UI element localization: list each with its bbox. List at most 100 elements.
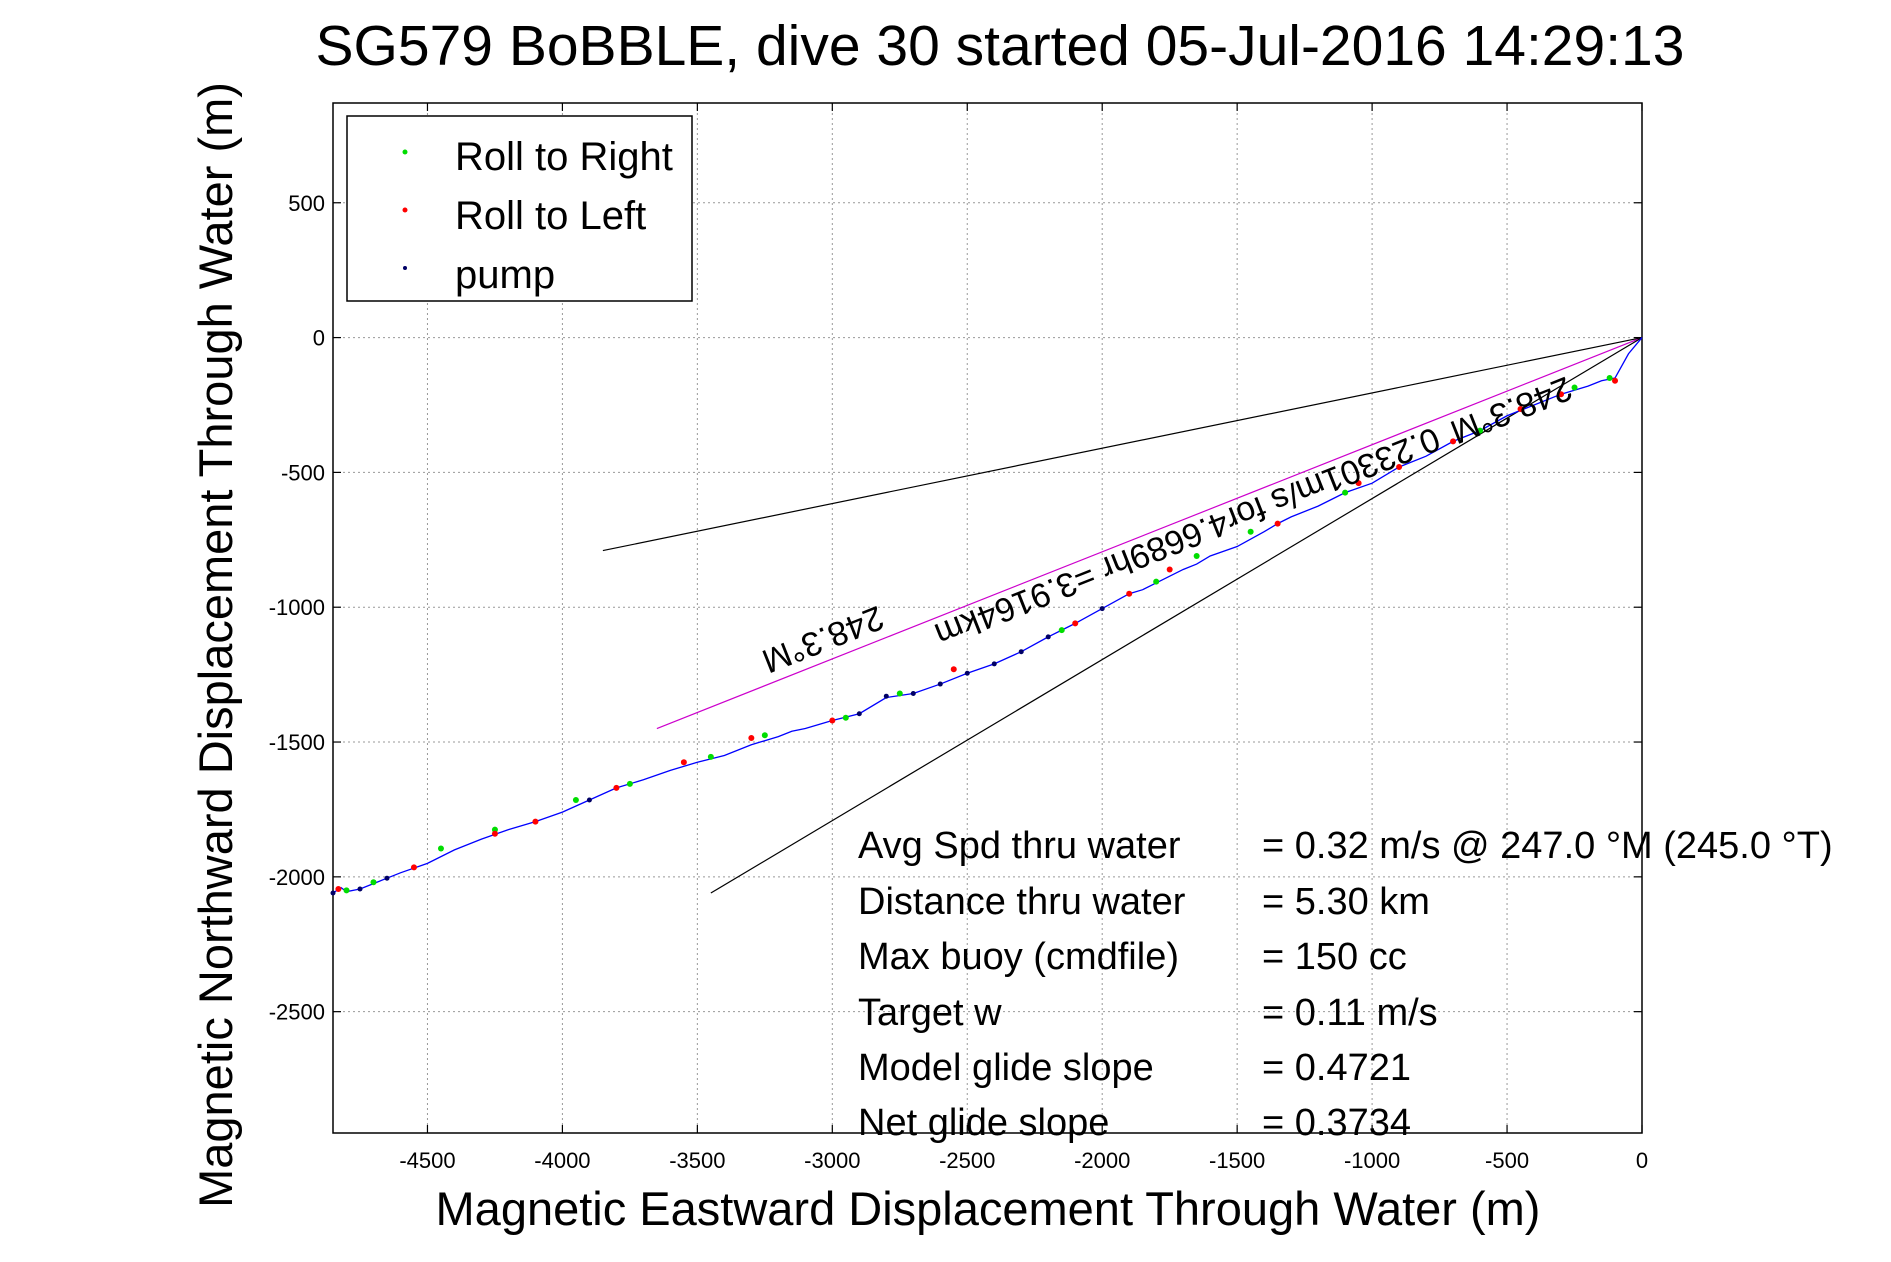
roll-left-point <box>1517 406 1524 413</box>
reference-lines <box>602 336 1643 894</box>
roll-left-point <box>1612 377 1619 384</box>
plot-frame <box>332 102 1643 1134</box>
roll-left-point <box>335 885 342 892</box>
legend-marker-roll-left <box>402 207 408 213</box>
roll-right-point <box>896 690 903 697</box>
stat-value-net-glide-slope: = 0.3734 <box>1262 1102 1411 1144</box>
roll-left-point <box>1558 391 1565 398</box>
roll-right-point <box>1606 375 1613 382</box>
roll-right-point <box>437 845 444 852</box>
x-tick-label: -3500 <box>669 1148 725 1173</box>
x-tick-label: -4500 <box>399 1148 455 1173</box>
roll-left-point <box>748 734 755 741</box>
pump-point <box>1018 649 1024 655</box>
y-tick-label: -500 <box>281 460 325 485</box>
roll-left-point <box>1274 520 1281 527</box>
legend-label-roll-right: Roll to Right <box>455 135 673 179</box>
x-tick-label: -1000 <box>1344 1148 1400 1173</box>
roll-right-point <box>370 879 377 886</box>
stat-value-max-buoy: = 150 cc <box>1262 936 1407 978</box>
roll-left-point <box>1166 566 1173 573</box>
y-tick-label: 500 <box>288 191 325 216</box>
roll-left-point <box>491 830 498 837</box>
x-tick-label: -4000 <box>534 1148 590 1173</box>
roll-right-point <box>1247 528 1254 535</box>
y-tick-label: -1500 <box>269 730 325 755</box>
y-tick-label: -1000 <box>269 595 325 620</box>
annotation-3: 248.3°M <box>1445 369 1577 451</box>
roll-right-point <box>1058 627 1065 634</box>
roll-right-point <box>761 732 768 739</box>
stat-label-avg-speed: Avg Spd thru water <box>858 825 1181 867</box>
pump-point <box>856 711 862 717</box>
stat-label-net-glide-slope: Net glide slope <box>858 1102 1109 1144</box>
roll-left-point <box>950 666 957 673</box>
x-axis-label: Magnetic Eastward Displacement Through W… <box>436 1182 1541 1235</box>
legend-label-pump: pump <box>455 253 555 297</box>
legend-label-roll-left: Roll to Left <box>455 194 646 238</box>
y-tick-label: 0 <box>313 326 325 351</box>
y-tick-label: -2000 <box>269 865 325 890</box>
roll-left-point <box>1396 464 1403 471</box>
stat-label-target-w: Target w <box>858 992 1002 1034</box>
pump-point <box>937 681 943 687</box>
legend-marker-pump <box>403 266 407 270</box>
x-tick-label: -500 <box>1485 1148 1529 1173</box>
roll-right-point <box>572 797 579 804</box>
stat-value-distance: = 5.30 km <box>1262 881 1430 923</box>
pump-point <box>330 890 336 896</box>
roll-right-point <box>343 887 350 894</box>
reference-line-1 <box>656 337 1643 730</box>
reference-line-2 <box>602 336 1643 552</box>
annotation-1: 248.3°M <box>757 598 889 680</box>
x-tick-label: 0 <box>1636 1148 1648 1173</box>
pump-point <box>384 875 390 881</box>
x-axis-ticks: -4500 -4000 -3500 -3000 -2500 -2000 -1500 -1000… <box>399 103 1648 1173</box>
roll-left-point <box>829 717 836 724</box>
pump-point <box>1099 606 1105 612</box>
roll-right-point <box>1342 489 1349 496</box>
chart-title: SG579 BoBBLE, dive 30 started 05-Jul-201… <box>316 14 1685 78</box>
stat-value-target-w: = 0.11 m/s <box>1262 992 1438 1034</box>
stats-panel: Avg Spd thru water = 0.32 m/s @ 247.0 °M… <box>858 825 1833 1144</box>
pump-point <box>1045 634 1051 640</box>
legend: Roll to Right Roll to Left pump <box>346 115 693 302</box>
pump-point <box>964 670 970 676</box>
roll-left-point <box>613 784 620 791</box>
roll-left-point <box>532 818 539 825</box>
roll-left-point <box>1450 438 1457 445</box>
annotations: 248.3°M 0.23301m/s for4.6689hr =3.9164km2… <box>757 369 1577 680</box>
y-axis-label: Magnetic Northward Displacement Through … <box>189 82 242 1208</box>
roll-right-point <box>1193 552 1200 559</box>
pump-point <box>883 693 889 699</box>
pump-point <box>910 690 916 696</box>
annotation-2: 0.23301m/s for4.6689hr =3.9164km <box>929 419 1445 653</box>
roll-right-point <box>842 714 849 721</box>
roll-left-point <box>680 759 687 766</box>
stat-value-avg-speed: = 0.32 m/s @ 247.0 °M (245.0 °T) <box>1262 825 1833 867</box>
stat-value-model-glide-slope: = 0.4721 <box>1262 1047 1411 1089</box>
x-tick-label: -2000 <box>1074 1148 1130 1173</box>
roll-left-point <box>1355 480 1362 487</box>
stat-label-distance: Distance thru water <box>858 881 1186 923</box>
roll-left-point <box>1126 590 1133 597</box>
y-axis-ticks: 500 0 -500 -1000 -1500 -2000 -2500 <box>269 191 1642 1025</box>
x-tick-label: -1500 <box>1209 1148 1265 1173</box>
roll-right-point <box>1477 427 1484 434</box>
stat-label-max-buoy: Max buoy (cmdfile) <box>858 936 1179 978</box>
pump-point <box>991 661 997 667</box>
pump-point <box>586 797 592 803</box>
stat-label-model-glide-slope: Model glide slope <box>858 1047 1154 1089</box>
x-tick-label: -3000 <box>804 1148 860 1173</box>
roll-left-point <box>1072 620 1079 627</box>
legend-marker-roll-right <box>402 149 408 155</box>
markers <box>330 375 1619 896</box>
roll-right-point <box>626 780 633 787</box>
roll-right-point <box>707 753 714 760</box>
reference-line-3 <box>710 337 1643 894</box>
pump-point <box>357 886 363 892</box>
y-tick-label: -2500 <box>269 1000 325 1025</box>
x-tick-label: -2500 <box>939 1148 995 1173</box>
roll-right-point <box>1153 578 1160 585</box>
